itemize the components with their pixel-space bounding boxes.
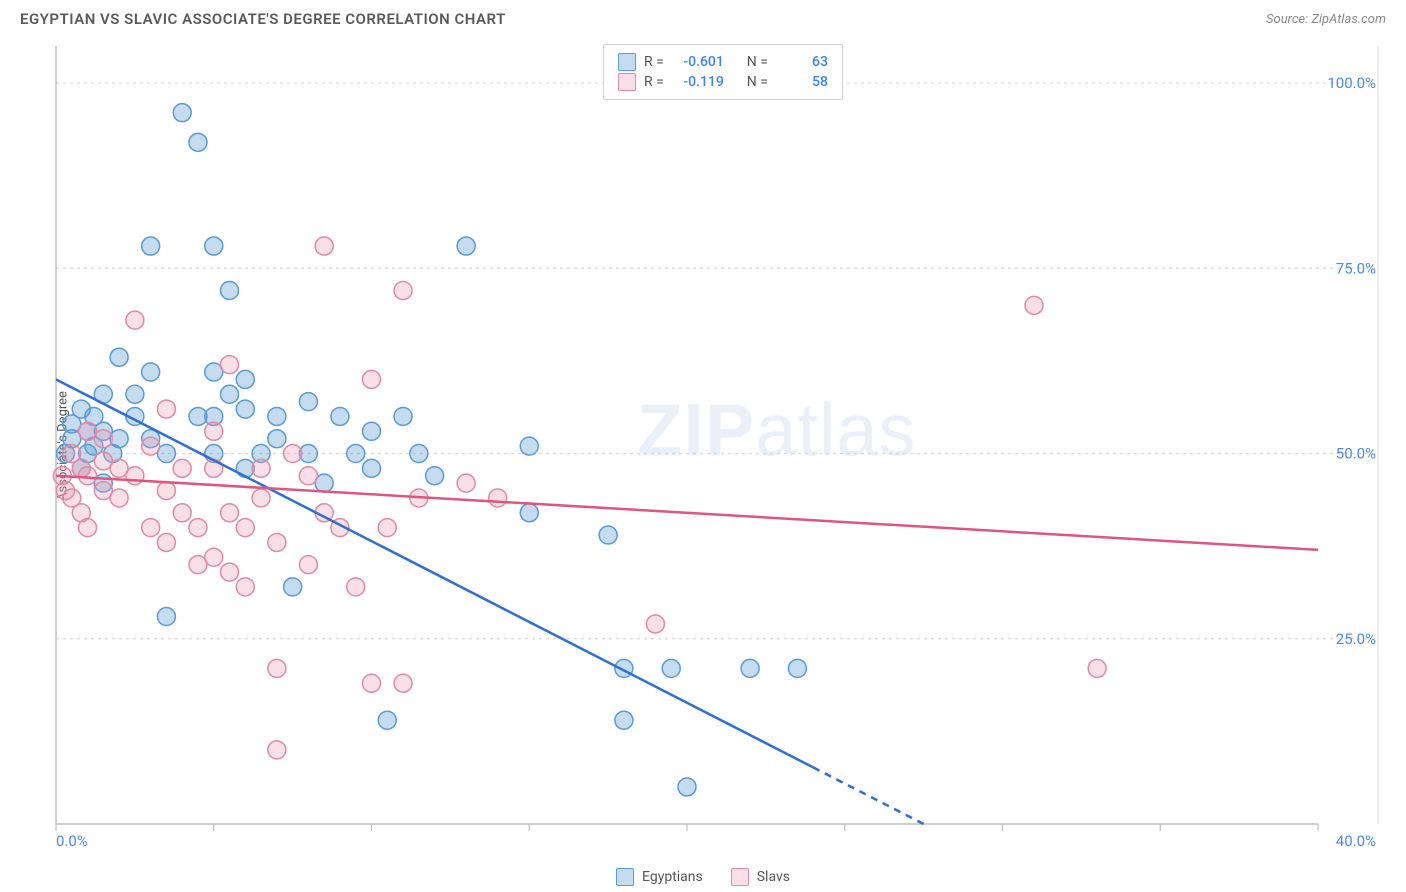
legend-item: Slavs xyxy=(731,868,790,886)
chart-title: EGYPTIAN VS SLAVIC ASSOCIATE'S DEGREE CO… xyxy=(20,10,506,28)
svg-text:100.0%: 100.0% xyxy=(1327,74,1376,92)
legend-swatch-series1 xyxy=(616,868,634,886)
legend-label: Egyptians xyxy=(642,869,703,885)
svg-text:0.0%: 0.0% xyxy=(56,832,88,850)
svg-text:75.0%: 75.0% xyxy=(1336,259,1376,277)
svg-text:40.0%: 40.0% xyxy=(1336,832,1376,850)
legend-swatch-series1 xyxy=(618,53,636,71)
legend-item: Egyptians xyxy=(616,868,703,886)
svg-text:50.0%: 50.0% xyxy=(1336,445,1376,463)
legend-row: R = -0.119 N = 58 xyxy=(618,73,828,91)
scatter-plot: 25.0% 50.0% 75.0% 100.0% 0.0% 40.0% xyxy=(50,40,1396,852)
source-attribution: Source: ZipAtlas.com xyxy=(1266,12,1386,27)
series-legend: Egyptians Slavs xyxy=(616,868,790,886)
legend-swatch-series2 xyxy=(618,73,636,91)
svg-text:25.0%: 25.0% xyxy=(1336,630,1376,648)
chart-area: ZIPatlas R = -0.601 N = 63 R = -0.119 N … xyxy=(50,40,1396,852)
correlation-legend: R = -0.601 N = 63 R = -0.119 N = 58 xyxy=(603,44,843,100)
legend-label: Slavs xyxy=(757,869,790,885)
legend-row: R = -0.601 N = 63 xyxy=(618,53,828,71)
legend-swatch-series2 xyxy=(731,868,749,886)
header-bar: EGYPTIAN VS SLAVIC ASSOCIATE'S DEGREE CO… xyxy=(0,0,1406,34)
